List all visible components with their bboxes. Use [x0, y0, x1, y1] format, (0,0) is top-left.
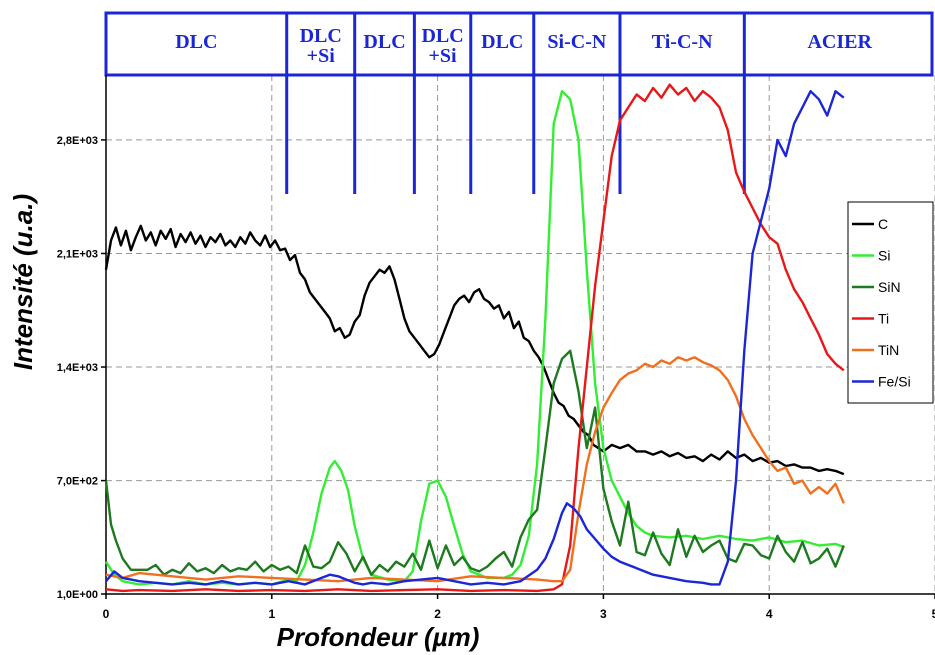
region-label: Ti-C-N — [652, 31, 713, 53]
x-tick-label: 2 — [434, 607, 441, 621]
axes: 1,0E+00 7,0E+02 1,4E+03 2,1E+03 2,8E+03 0 1 2 3 4… — [57, 75, 935, 621]
region-label: +Si — [429, 45, 458, 67]
series-line-tin — [105, 356, 845, 583]
y-tick-label: 1,4E+03 — [57, 362, 98, 374]
region-label: ACIER — [807, 31, 872, 53]
x-tick-label: 4 — [766, 607, 773, 621]
legend-box — [847, 201, 934, 404]
data-series — [104, 83, 845, 593]
region-label: DLC — [300, 25, 342, 47]
legend-label: SiN — [878, 279, 901, 295]
region-label: DLC — [481, 31, 523, 53]
series-line-sin — [104, 349, 845, 576]
y-tick-label: 2,8E+03 — [57, 135, 98, 147]
x-tick-label: 0 — [103, 607, 110, 621]
x-axis-label: Profondeur (µm) — [277, 622, 480, 652]
legend-label: Fe/Si — [878, 374, 911, 390]
y-tick-label: 2,1E+03 — [57, 248, 98, 260]
region-header-box — [104, 11, 934, 77]
legend-label: Si — [878, 248, 890, 264]
grid-lines — [106, 75, 935, 594]
legend-label: TiN — [878, 342, 899, 358]
region-label: +Si — [307, 45, 336, 67]
region-label: DLC — [421, 25, 463, 47]
series-line-fe-si — [105, 90, 845, 586]
y-axis-label: Intensité (u.a.) — [8, 194, 38, 370]
legend: C Si SiN Ti TiN Fe/Si — [847, 201, 934, 404]
x-tick-label: 3 — [600, 607, 607, 621]
x-tick-label: 5 — [932, 607, 935, 621]
region-label: Si-C-N — [547, 31, 606, 53]
series-line-ti — [105, 83, 845, 593]
y-tick-label: 1,0E+00 — [57, 589, 98, 601]
y-tick-label: 7,0E+02 — [57, 476, 98, 488]
x-tick-label: 1 — [268, 607, 275, 621]
legend-label: Ti — [878, 311, 889, 327]
region-label: DLC — [363, 31, 405, 53]
series-line-c — [104, 224, 845, 476]
legend-label: C — [878, 216, 888, 232]
region-label: DLC — [175, 31, 217, 53]
